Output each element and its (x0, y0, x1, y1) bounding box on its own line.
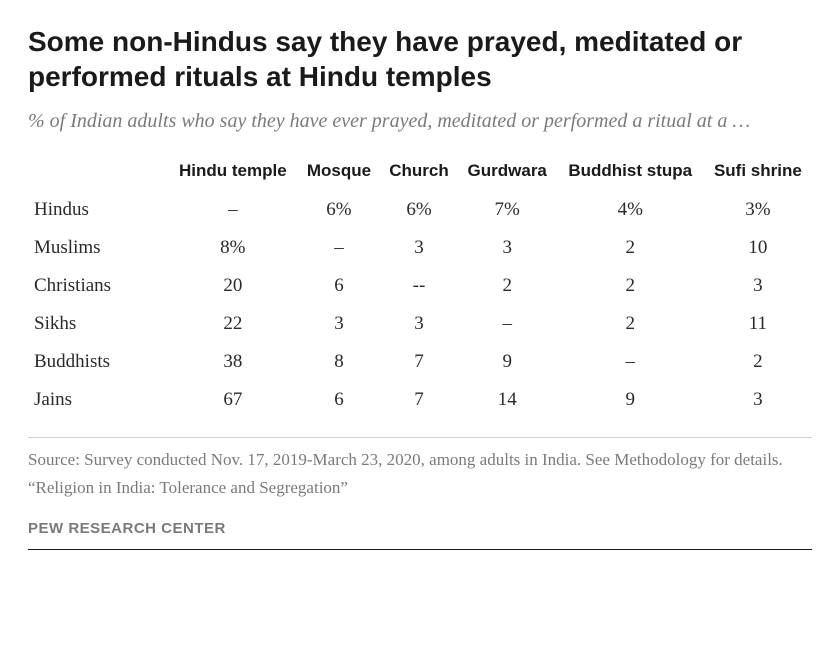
table-cell: 7 (380, 343, 457, 381)
table-cell: 2 (557, 229, 704, 267)
table-cell: 3 (704, 267, 812, 305)
page-title: Some non-Hindus say they have prayed, me… (28, 24, 812, 94)
table-cell: 3% (704, 191, 812, 229)
table-cell: 7% (458, 191, 557, 229)
table-cell: 6% (380, 191, 457, 229)
table-header-gurdwara: Gurdwara (458, 157, 557, 191)
table-header-row: Hindu temple Mosque Church Gurdwara Budd… (28, 157, 812, 191)
table-cell: 8 (298, 343, 381, 381)
table-cell: – (557, 343, 704, 381)
table-cell: 20 (168, 267, 298, 305)
table-row: Jains 67 6 7 14 9 3 (28, 381, 812, 419)
row-label: Jains (28, 381, 168, 419)
table-cell: 7 (380, 381, 457, 419)
table-cell: 10 (704, 229, 812, 267)
table-row: Hindus – 6% 6% 7% 4% 3% (28, 191, 812, 229)
table-cell: 3 (704, 381, 812, 419)
table-cell: -- (380, 267, 457, 305)
report-title: “Religion in India: Tolerance and Segreg… (28, 476, 812, 500)
table-cell: 6% (298, 191, 381, 229)
table-cell: – (298, 229, 381, 267)
table-cell: 9 (458, 343, 557, 381)
row-label: Christians (28, 267, 168, 305)
table-cell: 2 (557, 267, 704, 305)
row-label: Buddhists (28, 343, 168, 381)
table-header-sufi-shrine: Sufi shrine (704, 157, 812, 191)
table-cell: 2 (458, 267, 557, 305)
table-header-church: Church (380, 157, 457, 191)
table-cell: 38 (168, 343, 298, 381)
table-header-buddhist-stupa: Buddhist stupa (557, 157, 704, 191)
table-row: Christians 20 6 -- 2 2 3 (28, 267, 812, 305)
table-cell: 3 (380, 229, 457, 267)
data-table: Hindu temple Mosque Church Gurdwara Budd… (28, 157, 812, 419)
table-cell: 11 (704, 305, 812, 343)
table-cell: 3 (458, 229, 557, 267)
table-cell: 22 (168, 305, 298, 343)
table-cell: 8% (168, 229, 298, 267)
table-cell: 9 (557, 381, 704, 419)
table-cell: 3 (380, 305, 457, 343)
table-row: Sikhs 22 3 3 – 2 11 (28, 305, 812, 343)
table-row: Buddhists 38 8 7 9 – 2 (28, 343, 812, 381)
table-cell: 2 (704, 343, 812, 381)
table-row: Muslims 8% – 3 3 2 10 (28, 229, 812, 267)
table-header-blank (28, 157, 168, 191)
table-cell: 6 (298, 381, 381, 419)
source-text: Source: Survey conducted Nov. 17, 2019-M… (28, 437, 812, 472)
table-cell: 2 (557, 305, 704, 343)
row-label: Muslims (28, 229, 168, 267)
table-cell: 4% (557, 191, 704, 229)
table-header-mosque: Mosque (298, 157, 381, 191)
table-cell: 3 (298, 305, 381, 343)
table-header-hindu-temple: Hindu temple (168, 157, 298, 191)
table-cell: – (458, 305, 557, 343)
row-label: Hindus (28, 191, 168, 229)
table-cell: 6 (298, 267, 381, 305)
row-label: Sikhs (28, 305, 168, 343)
table-cell: 14 (458, 381, 557, 419)
attribution-text: PEW RESEARCH CENTER (28, 520, 812, 550)
table-cell: – (168, 191, 298, 229)
page-subtitle: % of Indian adults who say they have eve… (28, 108, 812, 135)
table-cell: 67 (168, 381, 298, 419)
